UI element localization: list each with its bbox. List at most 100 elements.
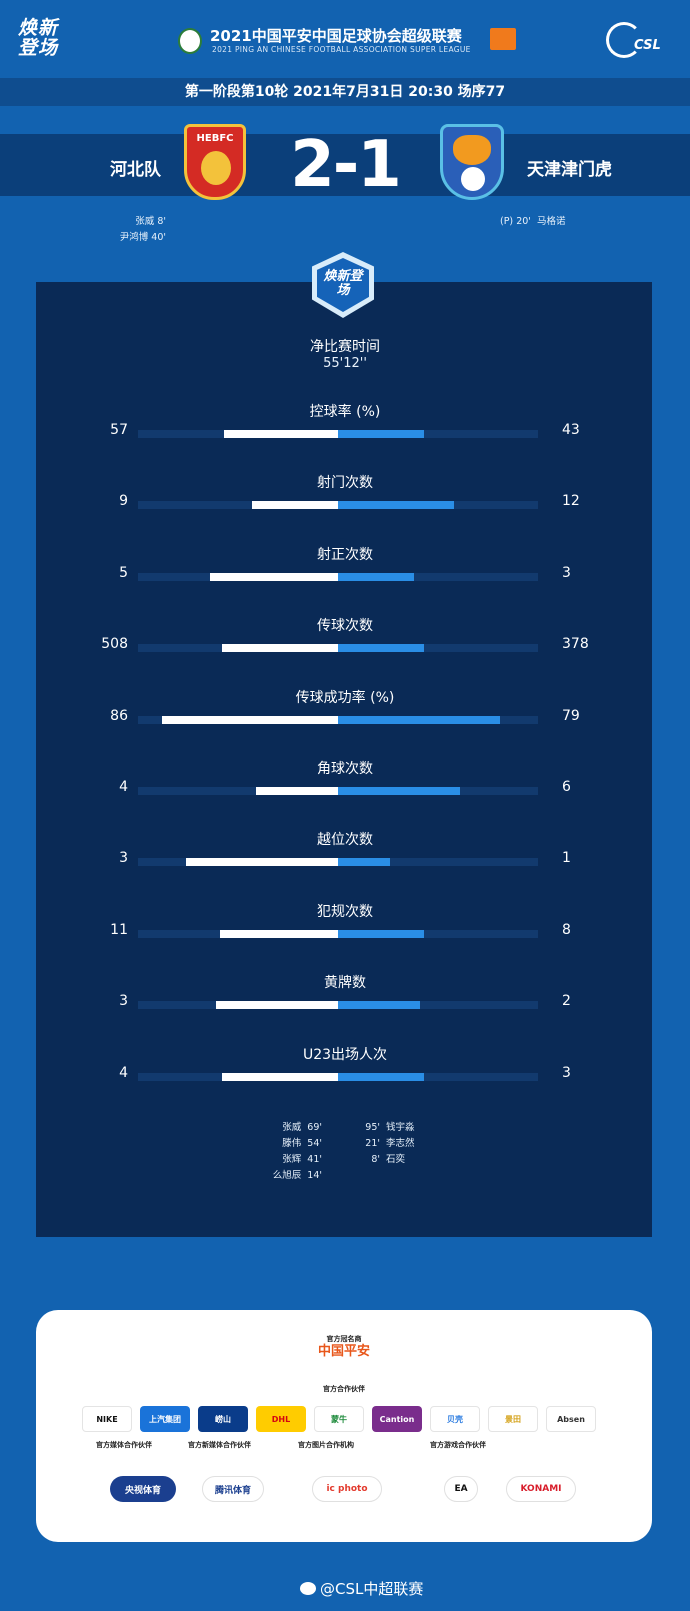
partner-logo: 景田: [488, 1406, 538, 1432]
dragon-icon: [201, 151, 231, 185]
stat-label: 黄牌数: [324, 975, 366, 992]
stat-bar-away: [338, 572, 414, 581]
stat-value-home: 4: [119, 779, 128, 795]
stat-bar-away: [338, 715, 500, 724]
football-icon: [461, 167, 485, 191]
stat-bar-away: [338, 644, 424, 653]
league-subtitle: 2021 PING AN CHINESE FOOTBALL ASSOCIATIO…: [212, 45, 471, 54]
weibo-icon: [300, 1582, 316, 1595]
u23-home-row: 滕伟 54': [282, 1138, 322, 1149]
stat-label: 传球成功率 (%): [295, 689, 395, 706]
score-band: [0, 134, 690, 196]
u23-home-row: 张辉 41': [282, 1154, 322, 1165]
partner-caption: 官方游戏合作伙伴: [430, 1441, 486, 1449]
partner-logo: KONAMI: [506, 1476, 576, 1502]
match-score: 2-1: [290, 128, 402, 202]
stat-value-home: 11: [110, 921, 128, 938]
stat-value-home: 3: [119, 993, 128, 1010]
stat-bar-away: [338, 929, 424, 938]
tiger-icon: [453, 135, 491, 165]
stat-bar-away: [338, 1001, 420, 1010]
partner-logo: 贝壳: [430, 1406, 480, 1432]
stat-bar-home: [162, 715, 338, 724]
away-scorers: (P) 20' 马格诺: [500, 214, 565, 230]
home-scorer: 张威 8': [135, 216, 166, 227]
away-scorer: (P) 20' 马格诺: [500, 216, 566, 227]
partner-logo: Absen: [546, 1406, 596, 1432]
title-sponsor-caption: 官方冠名商: [326, 1335, 362, 1343]
stat-value-home: 9: [119, 493, 128, 510]
partner-logo: ic photo: [312, 1476, 382, 1502]
partner-logo: DHL: [256, 1406, 306, 1432]
brand-logo: 焕新登场: [18, 17, 59, 59]
home-crest-text: HEBFC: [196, 133, 234, 144]
u23-away-row: 21' 李志然: [365, 1138, 415, 1149]
stat-bar-away: [338, 858, 390, 867]
stat-label: 控球率 (%): [309, 404, 381, 420]
stat-value-home: 4: [119, 1064, 128, 1081]
stat-bar-home: [220, 929, 338, 938]
stat-value-home: 508: [101, 636, 128, 653]
partner-logo: 央视体育: [110, 1476, 176, 1502]
u23-away-row: 8' 石奕: [371, 1154, 406, 1165]
stat-label: 犯规次数: [317, 903, 373, 920]
u23-home-row: 么旭辰 14': [272, 1170, 322, 1181]
stat-label: 传球次数: [317, 618, 373, 635]
partner-logo: Cantion: [372, 1406, 422, 1432]
partner-caption: 官方媒体合作伙伴: [96, 1441, 152, 1449]
weibo-handle: @CSL中超联赛: [300, 1578, 423, 1599]
home-team-name: 河北队: [110, 160, 161, 180]
round-info: 第一阶段第10轮 2021年7月31日 20:30 场序77: [0, 78, 690, 106]
u23-home-row: 张威 69': [282, 1122, 322, 1133]
stat-value-home: 86: [110, 707, 128, 724]
u23-away-list: 95' 钱宇淼 21' 李志然 8' 石奕: [360, 1120, 415, 1168]
stat-bar-away: [338, 430, 424, 438]
partners-panel: 官方冠名商 中国平安 官方合作伙伴 NIKE 上汽集团 崂山 DHL 蒙牛 Cantion…: [36, 1310, 652, 1542]
csl-logo-text: CSL: [634, 38, 661, 53]
stat-bar-away: [338, 501, 454, 510]
csl-mark-icon: [606, 22, 642, 58]
stat-label: 射门次数: [317, 475, 373, 492]
stat-value-away: 8: [562, 921, 571, 938]
stat-value-home: 5: [119, 564, 128, 581]
partner-logo-row: NIKE 上汽集团 崂山 DHL 蒙牛 Cantion 贝壳 景田 Absen: [82, 1406, 596, 1432]
partner-caption: 官方新媒体合作伙伴: [188, 1441, 251, 1449]
stat-bar-home: [224, 430, 338, 438]
stat-value-away: 43: [562, 422, 580, 438]
stat-value-away: 3: [562, 564, 571, 581]
stat-bar-home: [252, 501, 338, 510]
partners-caption: 官方合作伙伴: [323, 1385, 365, 1393]
away-team-name: 天津津门虎: [527, 160, 612, 180]
stat-bar-home: [256, 787, 338, 795]
partner-logo: NIKE: [82, 1406, 132, 1432]
partner-logo: 上汽集团: [140, 1406, 190, 1432]
stat-label: 越位次数: [317, 832, 373, 849]
stat-value-away: 1: [562, 850, 571, 867]
net-time-label: 净比赛时间: [310, 339, 380, 355]
stat-bar-home: [186, 858, 338, 867]
home-scorers: 张威 8' 尹鸿博 40': [112, 214, 166, 246]
stat-bar-away: [338, 787, 460, 795]
u23-home-list: 张威 69' 滕伟 54' 张辉 41' 么旭辰 14': [240, 1120, 322, 1184]
partner-logo: 蒙牛: [314, 1406, 364, 1432]
home-crest-icon: HEBFC: [184, 124, 246, 200]
partner-logo: 腾讯体育: [202, 1476, 264, 1502]
stat-value-home: 57: [110, 422, 128, 438]
stat-value-away: 6: [562, 779, 571, 795]
stat-value-away: 79: [562, 707, 580, 724]
stat-value-home: 3: [119, 850, 128, 867]
stat-value-away: 3: [562, 1064, 571, 1081]
stat-label: U23出场人次: [302, 1046, 388, 1063]
stat-bar-home: [210, 572, 338, 581]
stat-bar-home: [222, 1072, 338, 1081]
stat-label: 角球次数: [317, 761, 373, 777]
u23-away-row: 95' 钱宇淼: [365, 1122, 415, 1133]
home-scorer: 尹鸿博 40': [119, 232, 166, 243]
net-time-value: 55'12'': [323, 356, 367, 371]
partner-caption: 官方图片合作机构: [298, 1441, 354, 1449]
watermark-logo-icon: [582, 1580, 672, 1602]
hex-badge-text: 焕新登场: [323, 269, 363, 298]
partner-logo: EA: [444, 1476, 478, 1502]
csl-logo: CSL: [606, 22, 668, 58]
header: 焕新登场 2021中国平安中国足球协会超级联赛 2021 PING AN CHI…: [0, 0, 690, 86]
